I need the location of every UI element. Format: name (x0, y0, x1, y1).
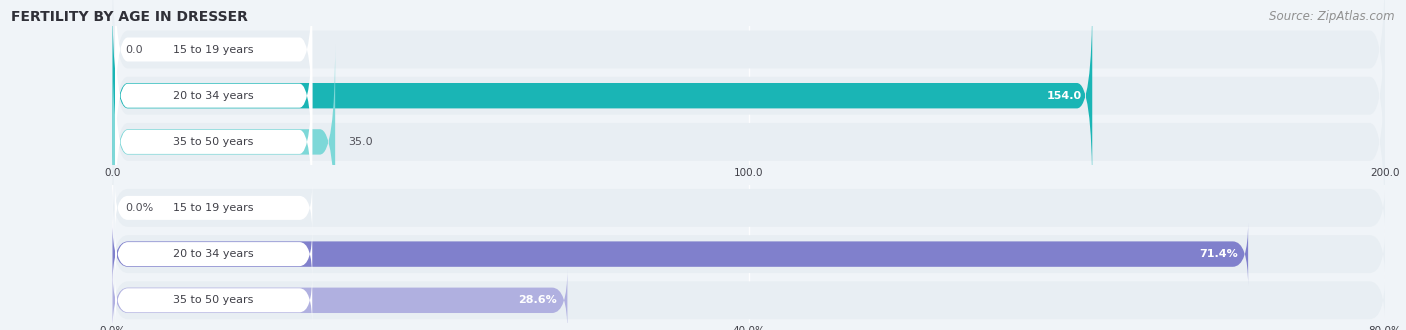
Text: 35.0: 35.0 (347, 137, 373, 147)
Text: Source: ZipAtlas.com: Source: ZipAtlas.com (1270, 10, 1395, 23)
Text: 35 to 50 years: 35 to 50 years (173, 295, 254, 305)
Text: 0.0: 0.0 (125, 45, 143, 54)
FancyBboxPatch shape (115, 229, 312, 279)
Text: 71.4%: 71.4% (1199, 249, 1237, 259)
FancyBboxPatch shape (115, 183, 312, 233)
FancyBboxPatch shape (112, 269, 568, 330)
FancyBboxPatch shape (115, 61, 312, 222)
FancyBboxPatch shape (115, 15, 312, 176)
Text: 0.0%: 0.0% (125, 203, 153, 213)
FancyBboxPatch shape (112, 222, 1249, 286)
FancyBboxPatch shape (112, 275, 1385, 326)
FancyBboxPatch shape (112, 0, 1092, 194)
FancyBboxPatch shape (112, 44, 335, 240)
Text: 20 to 34 years: 20 to 34 years (173, 91, 254, 101)
Text: 28.6%: 28.6% (519, 295, 557, 305)
Text: FERTILITY BY AGE IN DRESSER: FERTILITY BY AGE IN DRESSER (11, 10, 247, 24)
Text: 20 to 34 years: 20 to 34 years (173, 249, 254, 259)
FancyBboxPatch shape (112, 229, 1385, 280)
FancyBboxPatch shape (115, 0, 312, 130)
Text: 35 to 50 years: 35 to 50 years (173, 137, 254, 147)
FancyBboxPatch shape (112, 0, 1385, 142)
FancyBboxPatch shape (115, 275, 312, 325)
FancyBboxPatch shape (112, 182, 1385, 233)
Text: 15 to 19 years: 15 to 19 years (173, 203, 254, 213)
Text: 154.0: 154.0 (1047, 91, 1083, 101)
FancyBboxPatch shape (112, 50, 1385, 234)
FancyBboxPatch shape (112, 4, 1385, 188)
Text: 15 to 19 years: 15 to 19 years (173, 45, 254, 54)
